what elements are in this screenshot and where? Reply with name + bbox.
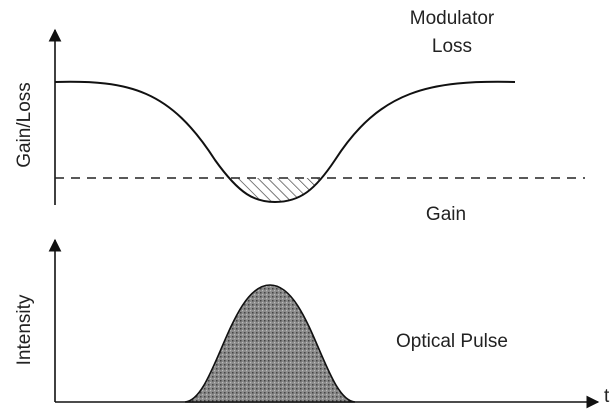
loss-curve bbox=[54, 80, 516, 204]
optical-pulse bbox=[184, 284, 356, 403]
gain-label: Gain bbox=[426, 204, 466, 225]
t-label: t bbox=[604, 386, 610, 407]
intensity-axis-label: Intensity bbox=[14, 294, 35, 365]
net-gain-area bbox=[229, 178, 322, 202]
gain-loss-axis-label: Gain/Loss bbox=[14, 82, 35, 168]
loss-label: Loss bbox=[432, 36, 472, 57]
pulse-label: Optical Pulse bbox=[396, 331, 508, 352]
modulator-label: Modulator bbox=[410, 8, 495, 29]
